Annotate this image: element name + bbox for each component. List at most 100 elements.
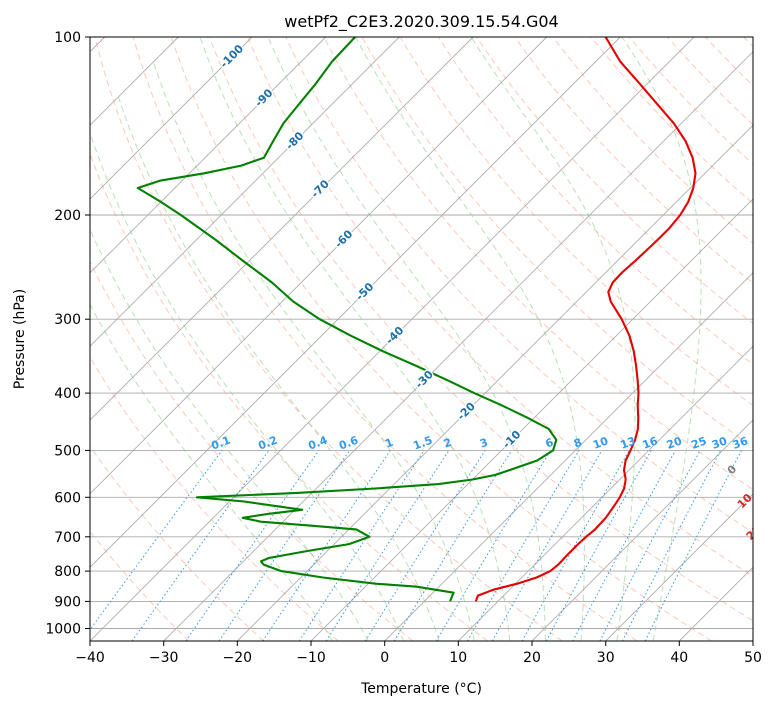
x-tick-label: −10 (296, 650, 326, 666)
isotherm (752, 640, 753, 641)
dry-adiabat (476, 37, 753, 325)
x-axis-label: Temperature (°C) (360, 681, 482, 697)
mixing-ratio-line (393, 450, 513, 641)
mixing-ratio-label: 1.5 (412, 434, 435, 453)
moist-adiabat (199, 37, 511, 641)
isotherm (90, 37, 695, 641)
mixing-ratio-label: 30 (710, 434, 729, 452)
mixing-ratio-line (325, 450, 450, 641)
plot-frame (89, 36, 754, 642)
mixing-ratio-label: 36 (731, 434, 750, 452)
isotherm (90, 37, 548, 495)
isotherm (605, 493, 753, 641)
mixing-ratio-label: 0.6 (337, 434, 360, 453)
mixing-ratio-label: 3 (478, 436, 490, 451)
mixing-ratio-line (298, 450, 425, 641)
isotherm-label: -40 (383, 324, 406, 347)
moist-adiabat (267, 37, 546, 641)
mixing-ratio-label: 2 (442, 436, 454, 451)
dry-adiabat (90, 356, 339, 641)
x-tick-label: 30 (597, 650, 615, 666)
isotherm (531, 419, 753, 641)
mixing-ratio-line (599, 450, 701, 641)
x-tick-label: 50 (744, 650, 762, 666)
profile-lines (136, 37, 697, 602)
dry-adiabat (90, 260, 414, 641)
y-tick-label: 400 (54, 386, 81, 402)
y-tick-label: 300 (54, 312, 81, 328)
isotherm (90, 37, 474, 421)
mixing-ratio-line (521, 450, 630, 641)
x-tick-label: −40 (75, 650, 105, 666)
isotherm-label: -50 (353, 280, 376, 303)
dry-adiabat (209, 37, 753, 622)
mixing-ratio-label: 13 (619, 434, 638, 451)
x-tick-label: −30 (149, 650, 179, 666)
isotherm-label: -10 (500, 428, 523, 451)
dry-adiabat (94, 37, 563, 641)
warm-label: 40 (765, 582, 775, 602)
isotherm (310, 198, 753, 641)
mixing-ratio-line (90, 450, 223, 631)
isotherm (236, 124, 753, 641)
mixing-ratio-label: 0.1 (210, 434, 233, 453)
isotherm (90, 37, 400, 347)
isotherm (90, 37, 327, 274)
mixing-ratio-line (435, 450, 552, 641)
mixing-ratio-label: 10 (591, 434, 610, 452)
moist-adiabat (621, 37, 702, 641)
x-tick-label: 10 (449, 650, 467, 666)
dry-adiabat (705, 37, 753, 87)
mixing-ratio-label: 20 (665, 434, 684, 452)
isotherm-label: -60 (332, 227, 355, 250)
moist-adiabat (90, 131, 405, 641)
chart-title: wetPf2_C2E3.2020.309.15.54.G04 (284, 12, 558, 32)
warm-label: 0 (725, 462, 740, 477)
moist-adiabat (90, 228, 369, 641)
dry-adiabat (90, 445, 264, 641)
y-axis-label: Pressure (hPa) (12, 289, 28, 389)
mixing-ratio-line (467, 450, 580, 641)
x-tick-label: 20 (523, 650, 541, 666)
dry-adiabat (437, 37, 753, 365)
dry-adiabat (667, 37, 753, 126)
dry-adiabat (90, 152, 488, 641)
isotherm (384, 272, 753, 641)
dry-adiabat (590, 37, 753, 205)
x-tick-label: 40 (670, 650, 688, 666)
dry-adiabat (90, 530, 190, 641)
mixing-ratio-label: 0.4 (306, 434, 329, 453)
moist-adiabat (90, 303, 334, 641)
dry-adiabat (628, 37, 753, 165)
mixing-ratio-line (131, 450, 270, 641)
background-lines (90, 37, 753, 641)
dry-adiabat (514, 37, 753, 284)
line-labels: 0.1 0.2 0.4 0.6 1 1.5 2 3 4 6 8 10 13 16 20 25 30 36-100-… (210, 40, 775, 602)
isotherm (678, 566, 753, 641)
isotherm-label: -70 (309, 177, 332, 200)
moist-adiabat (470, 37, 636, 641)
isotherm (163, 51, 753, 641)
dry-adiabat (552, 37, 753, 244)
y-tick-label: 600 (54, 490, 81, 506)
mixing-ratio-line (545, 450, 652, 641)
warm-label: 10 (735, 491, 755, 511)
y-tick-label: 900 (54, 594, 81, 610)
dry-adiabat (247, 37, 753, 577)
warm-label: 20 (744, 523, 764, 543)
mixing-ratio-line (491, 450, 603, 641)
dewpoint-profile (136, 37, 558, 602)
isotherm (90, 37, 253, 200)
mixing-ratio-label: 4 (505, 436, 517, 451)
x-tick-label: −20 (223, 650, 253, 666)
y-tick-label: 1000 (45, 622, 81, 638)
moist-adiabat (153, 62, 475, 641)
isotherm (90, 37, 621, 568)
y-tick-label: 500 (54, 443, 81, 459)
y-tick-label: 100 (54, 30, 81, 46)
y-tick-label: 700 (54, 530, 81, 546)
mixing-ratio-label: 0.2 (256, 434, 279, 453)
mixing-ratio-line (262, 450, 391, 641)
mixing-ratio-line (364, 450, 486, 641)
